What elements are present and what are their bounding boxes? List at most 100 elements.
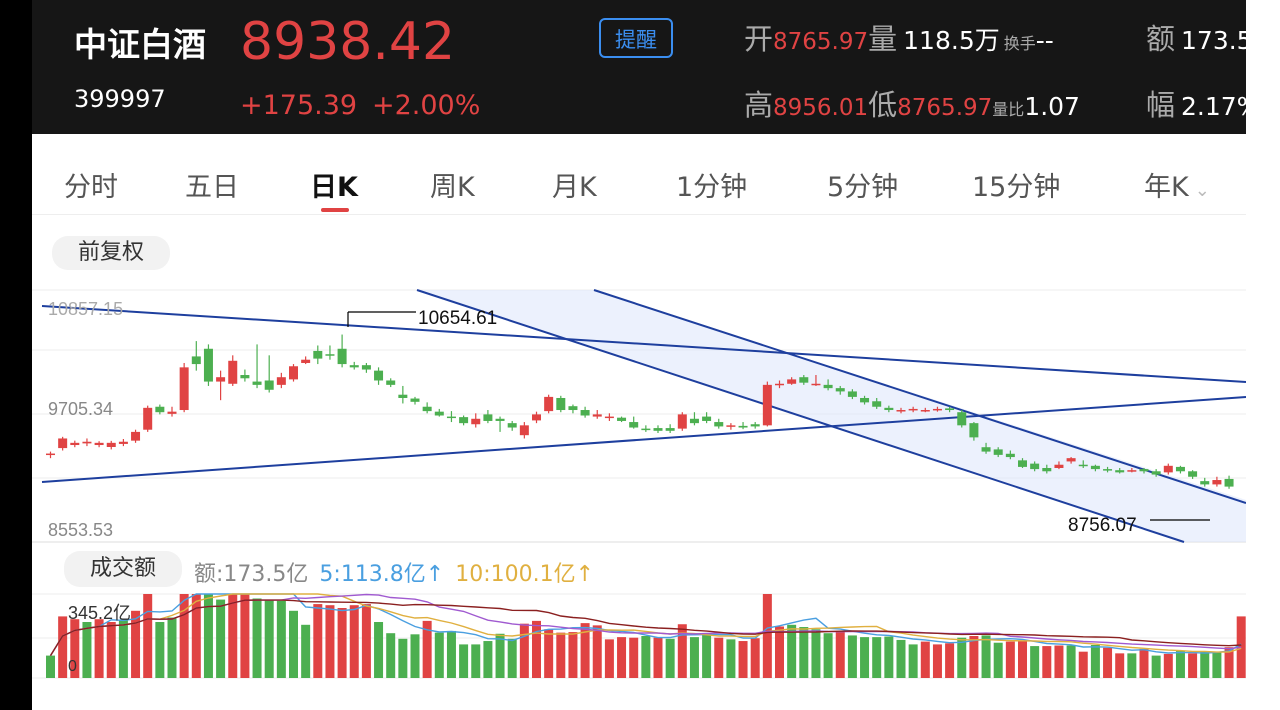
candle-body bbox=[495, 418, 505, 421]
candle-body bbox=[847, 391, 857, 397]
volume-bar bbox=[203, 594, 213, 678]
volume-bar bbox=[993, 642, 1003, 678]
trend-line bbox=[416, 289, 1185, 543]
candle-body bbox=[726, 425, 736, 427]
price-change: +175.39 bbox=[240, 90, 358, 121]
candle-body bbox=[289, 366, 298, 380]
candle-body bbox=[532, 414, 541, 421]
volume-bar bbox=[908, 644, 918, 678]
volume-bar bbox=[337, 608, 347, 678]
price-axis-mid: 9705.34 bbox=[48, 399, 113, 419]
candle-body bbox=[386, 380, 396, 385]
candle-body bbox=[1175, 466, 1185, 472]
candle-body bbox=[738, 425, 748, 428]
volume-bar bbox=[799, 627, 809, 678]
volume-bar bbox=[507, 638, 517, 678]
volume-bar bbox=[677, 624, 687, 678]
candle-body bbox=[787, 379, 797, 384]
volume-bar bbox=[216, 599, 226, 678]
chevron-down-icon: ⌄ bbox=[1194, 180, 1210, 201]
volume-label: 量 bbox=[868, 22, 898, 56]
volume-bar bbox=[1139, 648, 1149, 678]
candle-body bbox=[46, 453, 55, 456]
tab-weekly-k[interactable]: 周K bbox=[430, 172, 475, 203]
volume-indicator-button[interactable]: 成交额 bbox=[64, 551, 182, 587]
volume-bar bbox=[289, 610, 298, 678]
index-code: 399997 bbox=[74, 85, 166, 113]
candle-body bbox=[617, 417, 627, 421]
amp-value: 2.17% bbox=[1181, 92, 1246, 121]
tab-intraday[interactable]: 分时 bbox=[64, 172, 118, 203]
tab-daily-k[interactable]: 日K bbox=[310, 172, 358, 203]
candle-body bbox=[82, 441, 92, 444]
candle-body bbox=[70, 442, 80, 446]
candle-body bbox=[337, 348, 347, 365]
tab-5min[interactable]: 5分钟 bbox=[827, 172, 899, 203]
turnover-value: -- bbox=[1035, 26, 1054, 55]
candle-body bbox=[507, 423, 517, 428]
volume-bar bbox=[252, 598, 262, 678]
volume-bar bbox=[82, 622, 92, 678]
left-margin bbox=[0, 0, 32, 710]
candle-body bbox=[155, 406, 165, 413]
volume-bar bbox=[264, 599, 274, 678]
volume-bar bbox=[641, 636, 651, 678]
volume-bar bbox=[932, 644, 942, 678]
candle-body bbox=[1054, 464, 1064, 468]
candle-body bbox=[908, 408, 918, 411]
volume-bar bbox=[422, 620, 432, 678]
candle-body bbox=[568, 406, 578, 411]
candle-body bbox=[677, 414, 687, 429]
volume-bar bbox=[106, 622, 116, 678]
amount-value: 173.5 bbox=[1181, 26, 1246, 55]
tab-five-day[interactable]: 五日 bbox=[185, 172, 239, 203]
volume-bar bbox=[920, 641, 930, 678]
volume-bar bbox=[446, 630, 456, 678]
volume-bar bbox=[762, 594, 772, 678]
tab-1min[interactable]: 1分钟 bbox=[676, 172, 748, 203]
volume-bar bbox=[1212, 651, 1222, 678]
tab-yearly-k[interactable]: 年K ⌄ bbox=[1144, 165, 1210, 204]
volume-value: 118.5万 bbox=[903, 26, 1000, 55]
volume-bar bbox=[155, 622, 165, 678]
candle-body bbox=[592, 414, 602, 417]
trend-line bbox=[41, 305, 1246, 383]
candle-body bbox=[1139, 469, 1149, 472]
candle-body bbox=[167, 411, 177, 414]
candle-body bbox=[702, 416, 712, 421]
volume-bar bbox=[471, 644, 481, 678]
volume-legend: 额:173.5亿 5:113.8亿↑ 10:100.1亿↑ bbox=[194, 556, 594, 588]
volume-bar bbox=[544, 629, 554, 678]
tab-yearly-label: 年K bbox=[1144, 172, 1189, 203]
candle-body bbox=[835, 388, 845, 392]
volume-bar bbox=[325, 605, 335, 678]
volume-bar bbox=[568, 632, 578, 678]
tab-15min[interactable]: 15分钟 bbox=[972, 172, 1061, 203]
candle-body bbox=[118, 441, 128, 444]
kline-chart: 10857.15 9705.34 8553.53 10654.61 8756.0… bbox=[32, 289, 1246, 679]
volume-bar bbox=[1236, 616, 1246, 678]
tab-monthly-k[interactable]: 月K bbox=[552, 172, 597, 203]
adjust-mode-button[interactable]: 前复权 bbox=[52, 236, 170, 270]
candle-body bbox=[374, 370, 384, 381]
candle-body bbox=[1163, 465, 1173, 473]
candle-body bbox=[252, 381, 262, 385]
trend-line bbox=[41, 396, 1246, 483]
high-value: 8956.01 bbox=[773, 95, 869, 121]
candle-body bbox=[191, 356, 201, 365]
candle-body bbox=[301, 359, 311, 363]
open-label: 开 bbox=[744, 22, 774, 56]
volume-bar bbox=[313, 604, 323, 678]
volume-bar bbox=[872, 637, 882, 678]
candle-body bbox=[179, 367, 189, 411]
candle-body bbox=[143, 407, 153, 430]
volume-bar bbox=[94, 619, 104, 678]
candle-body bbox=[775, 383, 784, 386]
volume-axis-max: 345.2亿 bbox=[68, 603, 131, 623]
volume-bar bbox=[118, 619, 128, 678]
volume-bar bbox=[629, 637, 639, 678]
volume-bar bbox=[276, 600, 286, 678]
candle-body bbox=[1127, 470, 1137, 472]
remind-button[interactable]: 提醒 bbox=[599, 18, 673, 58]
high-label: 高 bbox=[744, 88, 774, 122]
